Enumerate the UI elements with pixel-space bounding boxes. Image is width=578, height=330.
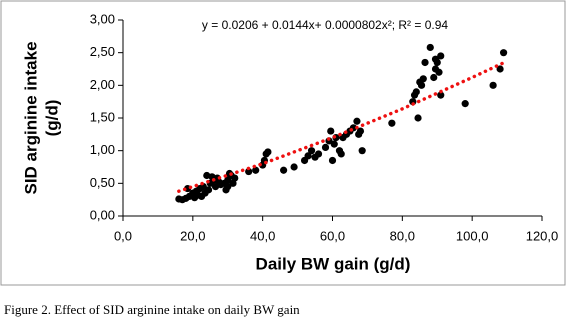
point: [264, 148, 272, 156]
x-axis-title: Daily BW gain (g/d): [256, 254, 411, 273]
point: [231, 174, 239, 182]
caption: Figure 2. Effect of SID arginine intake …: [4, 302, 300, 317]
trendline: [177, 59, 509, 193]
point: [252, 166, 260, 174]
point: [280, 166, 288, 174]
point: [204, 186, 213, 194]
point: [430, 73, 438, 82]
point: [356, 127, 365, 135]
point: [388, 119, 396, 127]
y-axis-title: SID arginine intake: [21, 41, 40, 194]
point: [426, 43, 434, 52]
point: [437, 91, 445, 99]
x-tick-label: 0,0: [114, 228, 132, 243]
point: [419, 75, 427, 83]
point: [412, 88, 420, 96]
point: [321, 143, 330, 151]
y-tick-label: 2,50: [90, 44, 115, 59]
x-tick-label: 120,0: [526, 228, 559, 243]
point: [330, 140, 338, 148]
point: [461, 100, 469, 108]
equation: y = 0.0206 + 0.0144x+ 0.0000802x²; R² = …: [202, 18, 449, 32]
point: [433, 58, 441, 67]
x-tick-label: 100,0: [456, 228, 489, 243]
point: [489, 81, 497, 89]
y-tick-label: 0,00: [90, 207, 115, 222]
point: [437, 52, 445, 60]
point: [307, 147, 316, 155]
point: [304, 152, 312, 160]
point: [499, 49, 508, 57]
point: [353, 117, 361, 125]
chart-border: [0, 0, 566, 286]
point: [290, 163, 298, 171]
point: [358, 147, 366, 155]
point: [496, 65, 504, 73]
y-tick-label: 3,00: [90, 11, 115, 26]
point: [421, 58, 429, 67]
point: [245, 167, 253, 176]
x-tick-label: 60,0: [320, 228, 345, 243]
y-tick-label: 1,00: [90, 142, 115, 157]
y-tick-label: 0,50: [90, 175, 115, 190]
point: [327, 127, 335, 135]
point: [328, 156, 337, 165]
point: [224, 183, 232, 191]
y-tick-label: 1,50: [90, 109, 115, 124]
x-tick-label: 20,0: [180, 228, 205, 243]
point: [414, 114, 422, 122]
point: [417, 81, 426, 89]
x-tick-label: 80,0: [390, 228, 415, 243]
point: [435, 68, 443, 76]
x-tick-label: 40,0: [250, 228, 275, 243]
point: [337, 150, 345, 158]
y-axis-title: (g/d): [42, 100, 61, 137]
point: [314, 150, 323, 158]
y-tick-label: 2,00: [90, 77, 115, 92]
